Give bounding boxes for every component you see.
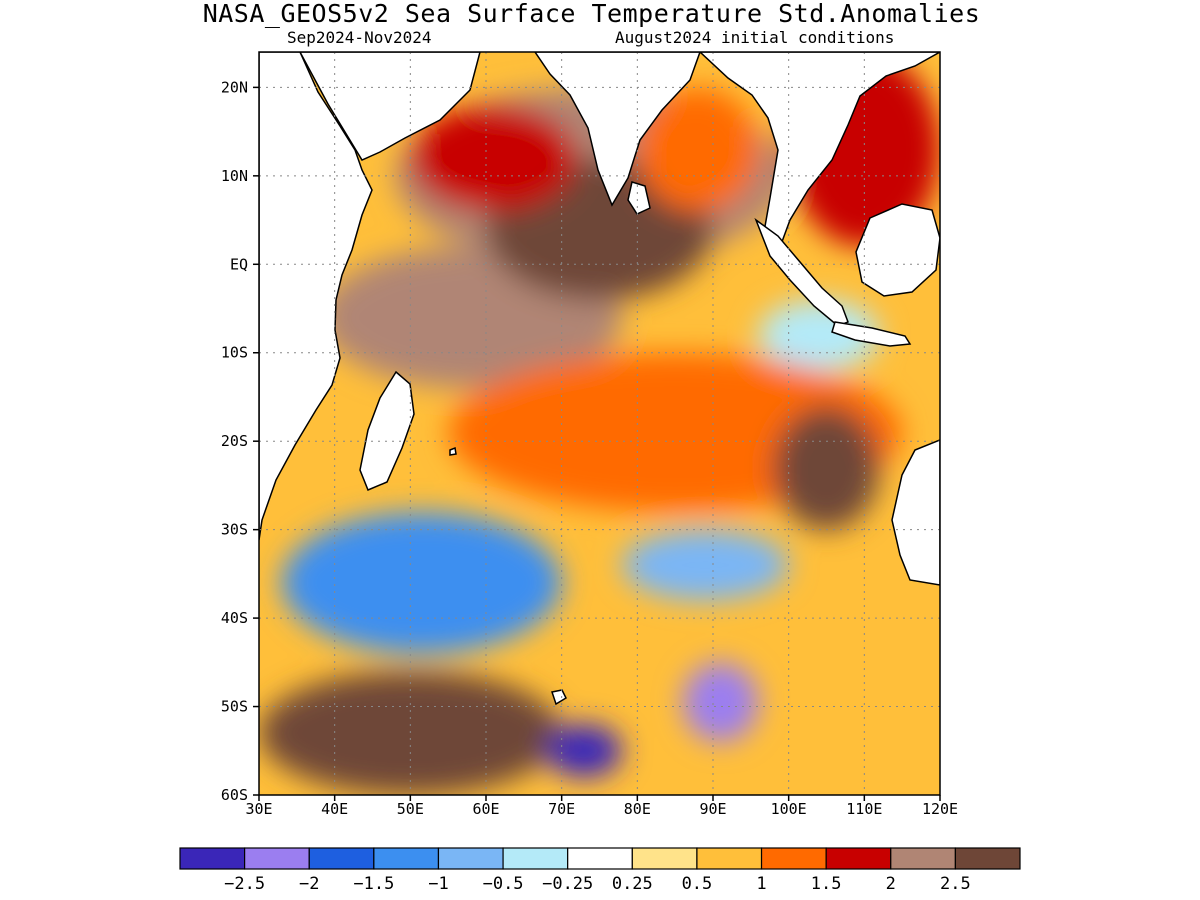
anomaly-region-deep-cool-a xyxy=(546,724,623,778)
colorbar-label: −2 xyxy=(299,874,319,894)
lat-tick-label: 20N xyxy=(221,78,248,96)
lon-tick-label: 40E xyxy=(321,800,348,818)
landmasses xyxy=(259,52,940,706)
lat-tick-label: 20S xyxy=(221,432,248,450)
lon-tick-label: 30E xyxy=(245,800,272,818)
map-plot-area xyxy=(259,52,940,795)
colorbar-label: −1 xyxy=(428,874,448,894)
lat-tick-label: EQ xyxy=(230,255,248,273)
colorbar-label: 2.5 xyxy=(940,874,971,894)
arabia-land xyxy=(299,52,481,161)
colorbar-label: −0.25 xyxy=(542,874,593,894)
lon-tick-label: 60E xyxy=(472,800,499,818)
lon-tick-label: 110E xyxy=(846,800,882,818)
borneo-land xyxy=(855,203,940,297)
longitude-axis: 30E 40E 50E 60E 70E 80E 90E 100E 110E 120E xyxy=(245,795,958,818)
lat-tick-label: 10S xyxy=(221,344,248,362)
map-gridlines xyxy=(259,52,940,795)
forecast-period: Sep2024-Nov2024 xyxy=(287,28,432,47)
anomaly-region-eastern-brown xyxy=(773,405,880,530)
colorbar-swatch xyxy=(696,847,763,870)
colorbar-swatch xyxy=(825,847,892,870)
colorbar-label: −2.5 xyxy=(224,874,265,894)
sri-lanka-land xyxy=(627,181,651,215)
chart-title: NASA_GEOS5v2 Sea Surface Temperature Std… xyxy=(202,0,981,28)
indochina-land xyxy=(698,52,940,260)
colorbar-label: 0.25 xyxy=(612,874,653,894)
colorbar-swatch xyxy=(890,847,956,870)
lat-tick-label: 10N xyxy=(221,167,248,185)
colorbar-swatch xyxy=(954,847,1021,870)
lon-tick-label: 90E xyxy=(699,800,726,818)
lon-tick-label: 50E xyxy=(397,800,424,818)
colorbar-swatch xyxy=(244,847,310,870)
lon-tick-label: 100E xyxy=(771,800,807,818)
lon-tick-label: 120E xyxy=(922,800,958,818)
colorbar-swatch xyxy=(308,847,375,870)
colorbar-label: 1 xyxy=(756,874,766,894)
madagascar-land xyxy=(359,370,415,491)
colorbar-label: 2 xyxy=(886,874,896,894)
mascarene-islands xyxy=(449,446,457,456)
colorbar-label: −0.5 xyxy=(483,874,524,894)
colorbar-label: 0.5 xyxy=(682,874,713,894)
colorbar-label: 1.5 xyxy=(811,874,842,894)
anomaly-region-deep-cool-b xyxy=(682,662,759,742)
lat-tick-label: 30S xyxy=(221,521,248,539)
colorbar-swatch xyxy=(760,847,827,870)
colorbar-swatch xyxy=(502,847,569,870)
colorbar-swatch xyxy=(567,847,633,870)
anomaly-region-south-central-cool xyxy=(622,529,789,601)
australia-land xyxy=(891,439,940,586)
lat-tick-label: 40S xyxy=(221,609,248,627)
lat-tick-label: 60S xyxy=(221,786,248,804)
colorbar-swatch xyxy=(179,847,246,870)
map-frame xyxy=(258,51,941,796)
lon-tick-label: 70E xyxy=(548,800,575,818)
colorbar: −2.5 −2 −1.5 −1 −0.5 −0.25 0.25 0.5 1 1.5 2 2.5 xyxy=(179,847,1021,894)
india-land xyxy=(534,52,701,207)
initial-conditions: August2024 initial conditions xyxy=(615,28,895,47)
java-land xyxy=(831,321,912,347)
lat-tick-label: 50S xyxy=(221,698,248,716)
lon-tick-label: 80E xyxy=(624,800,651,818)
colorbar-swatch xyxy=(631,847,698,870)
anomaly-region-sumatra-cool xyxy=(758,299,880,371)
colorbar-swatch xyxy=(437,847,504,870)
latitude-axis: 20N 10N EQ 10S 20S 30S 40S 50S 60S xyxy=(221,78,259,804)
anomaly-region-far-south-brown xyxy=(259,671,562,795)
anomaly-region-southwest-cool xyxy=(281,511,562,654)
africa-land xyxy=(259,52,373,541)
anomaly-region-bay-of-bengal-orange xyxy=(637,87,759,212)
colorbar-swatch xyxy=(373,847,440,870)
anomaly-region-arabian-sea-red xyxy=(410,105,577,212)
sumatra-land xyxy=(754,217,849,327)
kerguelen-island xyxy=(551,689,567,706)
colorbar-label: −1.5 xyxy=(353,874,394,894)
